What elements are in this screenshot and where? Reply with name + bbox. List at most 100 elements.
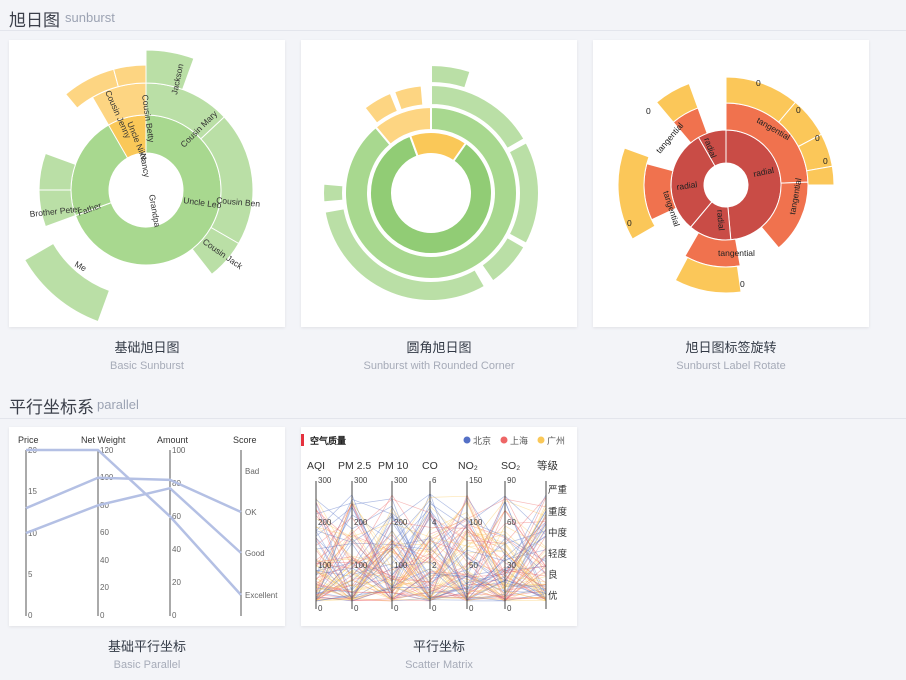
caption-title: 平行坐标	[412, 639, 465, 654]
tick-pm25: 200	[354, 518, 368, 527]
tick-so2: 60	[507, 518, 516, 527]
tick-score: Good	[245, 549, 265, 558]
tick-amount: 40	[172, 545, 181, 554]
caption-basic-sunburst: 基础旭日图 Basic Sunburst	[9, 337, 285, 372]
sector-cousin-betty[interactable]	[113, 64, 147, 88]
chart-title: 空气质量	[310, 435, 346, 446]
tick-co: 0	[432, 604, 437, 613]
tick-grade: 中度	[548, 527, 568, 539]
caption-subtitle: Sunburst Label Rotate	[676, 360, 786, 372]
sector-zero-5[interactable]	[674, 256, 742, 294]
axis-name-no2: NO₂	[458, 460, 478, 472]
legend-marker-shanghai[interactable]	[500, 436, 508, 444]
axis-name-co: CO	[422, 460, 438, 472]
legend-guangzhou[interactable]: 广州	[547, 435, 565, 446]
label-zero: 0	[815, 133, 820, 143]
axis-name-amount: Amount	[157, 435, 189, 445]
tick-pm10: 200	[394, 518, 408, 527]
caption-title: 基础旭日图	[114, 340, 180, 355]
tick-co: 6	[432, 476, 437, 485]
sector-zero-6[interactable]	[617, 147, 656, 240]
tick-aqi: 200	[318, 518, 332, 527]
sector-outer-5[interactable]	[322, 182, 345, 204]
card-rounded-sunburst[interactable]	[301, 40, 577, 327]
legend-marker-beijing[interactable]	[463, 436, 471, 444]
tick-pm25: 300	[354, 476, 368, 485]
tick-grade: 良	[548, 569, 558, 581]
parallel-series-line[interactable]	[25, 476, 242, 514]
caption-basic-parallel: 基础平行坐标 Basic Parallel	[9, 636, 285, 671]
tick-no2: 150	[469, 476, 483, 485]
label-rotate-sunburst-chart: radial radial radial radial tangential t…	[617, 76, 835, 294]
sector-tangential-2[interactable]	[760, 181, 809, 249]
tick-weight: 0	[100, 611, 105, 620]
sector-outer-yellow-1[interactable]	[363, 91, 400, 125]
label-zero: 0	[740, 279, 745, 289]
parallel-series-line[interactable]	[25, 486, 242, 554]
tick-price: 5	[28, 570, 33, 579]
caption-subtitle: Scatter Matrix	[405, 659, 473, 671]
tick-aqi: 0	[318, 604, 323, 613]
tick-pm10: 0	[394, 604, 399, 613]
legend-marker-guangzhou[interactable]	[537, 436, 545, 444]
parallel-series-line[interactable]	[26, 448, 242, 596]
label-grandpa: Grandpa	[147, 194, 163, 229]
sector-outer-1[interactable]	[430, 84, 526, 150]
axis-name-so2: SO₂	[501, 460, 520, 472]
sector-zero-7[interactable]	[655, 82, 699, 123]
sector-father-outer[interactable]	[38, 152, 77, 191]
tick-score: OK	[245, 508, 257, 517]
sector-cousin-jack[interactable]	[191, 226, 240, 276]
tick-pm10: 100	[394, 561, 408, 570]
label-nancy: Nancy	[138, 153, 152, 179]
legend-beijing[interactable]: 北京	[473, 435, 491, 446]
label-zero: 0	[796, 105, 801, 115]
sector-mid[interactable]	[344, 106, 518, 280]
tick-price: 0	[28, 611, 33, 620]
tick-weight: 60	[100, 528, 109, 537]
label-radial: radial	[676, 179, 698, 192]
card-label-rotate-sunburst[interactable]: radial radial radial radial tangential t…	[593, 40, 869, 327]
caption-subtitle: Sunburst with Rounded Corner	[363, 360, 515, 372]
sector-outer-4[interactable]	[323, 207, 486, 302]
tick-so2: 30	[507, 561, 516, 570]
caption-rounded-sunburst: 圆角旭日图 Sunburst with Rounded Corner	[301, 337, 577, 372]
tick-so2: 0	[507, 604, 512, 613]
tick-co: 2	[432, 561, 437, 570]
section-title: 旭日图	[9, 11, 60, 30]
tick-weight: 120	[100, 446, 114, 455]
caption-title: 基础平行坐标	[107, 639, 186, 654]
legend-shanghai[interactable]: 上海	[510, 435, 528, 446]
sector-outer-top[interactable]	[430, 64, 472, 90]
tick-amount: 100	[172, 446, 186, 455]
tick-grade: 优	[548, 590, 558, 602]
label-radial: radial	[715, 209, 727, 231]
tick-grade: 轻度	[548, 548, 568, 560]
sector-me[interactable]	[24, 242, 111, 323]
sector-outer-yellow-2[interactable]	[393, 84, 425, 112]
tick-pm25: 0	[354, 604, 359, 613]
sector-jackson[interactable]	[145, 49, 195, 91]
tick-price: 10	[28, 529, 37, 538]
tick-grade: 重度	[548, 506, 568, 518]
sector-outer-3[interactable]	[480, 236, 526, 283]
sector-outer-2[interactable]	[507, 141, 540, 245]
card-basic-sunburst[interactable]: Jackson Cousin Mary Cousin Ben Cousin Ja…	[9, 40, 285, 327]
card-basic-parallel[interactable]: Price Net Weight Amount Score 0 5 10 15 …	[9, 427, 285, 626]
sector-inner[interactable]	[369, 131, 493, 255]
section-subtitle: sunburst	[65, 10, 115, 25]
title-accent-bar	[301, 434, 304, 446]
axis-name-price: Price	[18, 435, 39, 445]
card-scatter-matrix[interactable]: 空气质量 北京 上海 广州 AQI PM 2.5 PM 10 CO NO₂ SO…	[301, 427, 577, 626]
tick-weight: 40	[100, 556, 109, 565]
tick-amount: 60	[172, 512, 181, 521]
axis-name-grade: 等级	[537, 459, 558, 472]
label-radial: radial	[752, 165, 775, 179]
tick-co: 4	[432, 518, 437, 527]
sector-mid-yellow[interactable]	[374, 106, 432, 146]
label-tangential: tangential	[654, 121, 685, 156]
sector-inner-yellow[interactable]	[409, 131, 467, 163]
sector-zero-4[interactable]	[806, 165, 835, 186]
tick-amount: 0	[172, 611, 177, 620]
caption-title: 圆角旭日图	[406, 340, 472, 355]
